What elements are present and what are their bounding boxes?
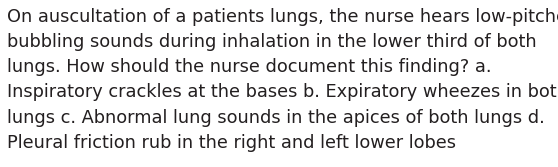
Text: On auscultation of a patients lungs, the nurse hears low-pitched,
bubbling sound: On auscultation of a patients lungs, the… — [7, 8, 558, 152]
